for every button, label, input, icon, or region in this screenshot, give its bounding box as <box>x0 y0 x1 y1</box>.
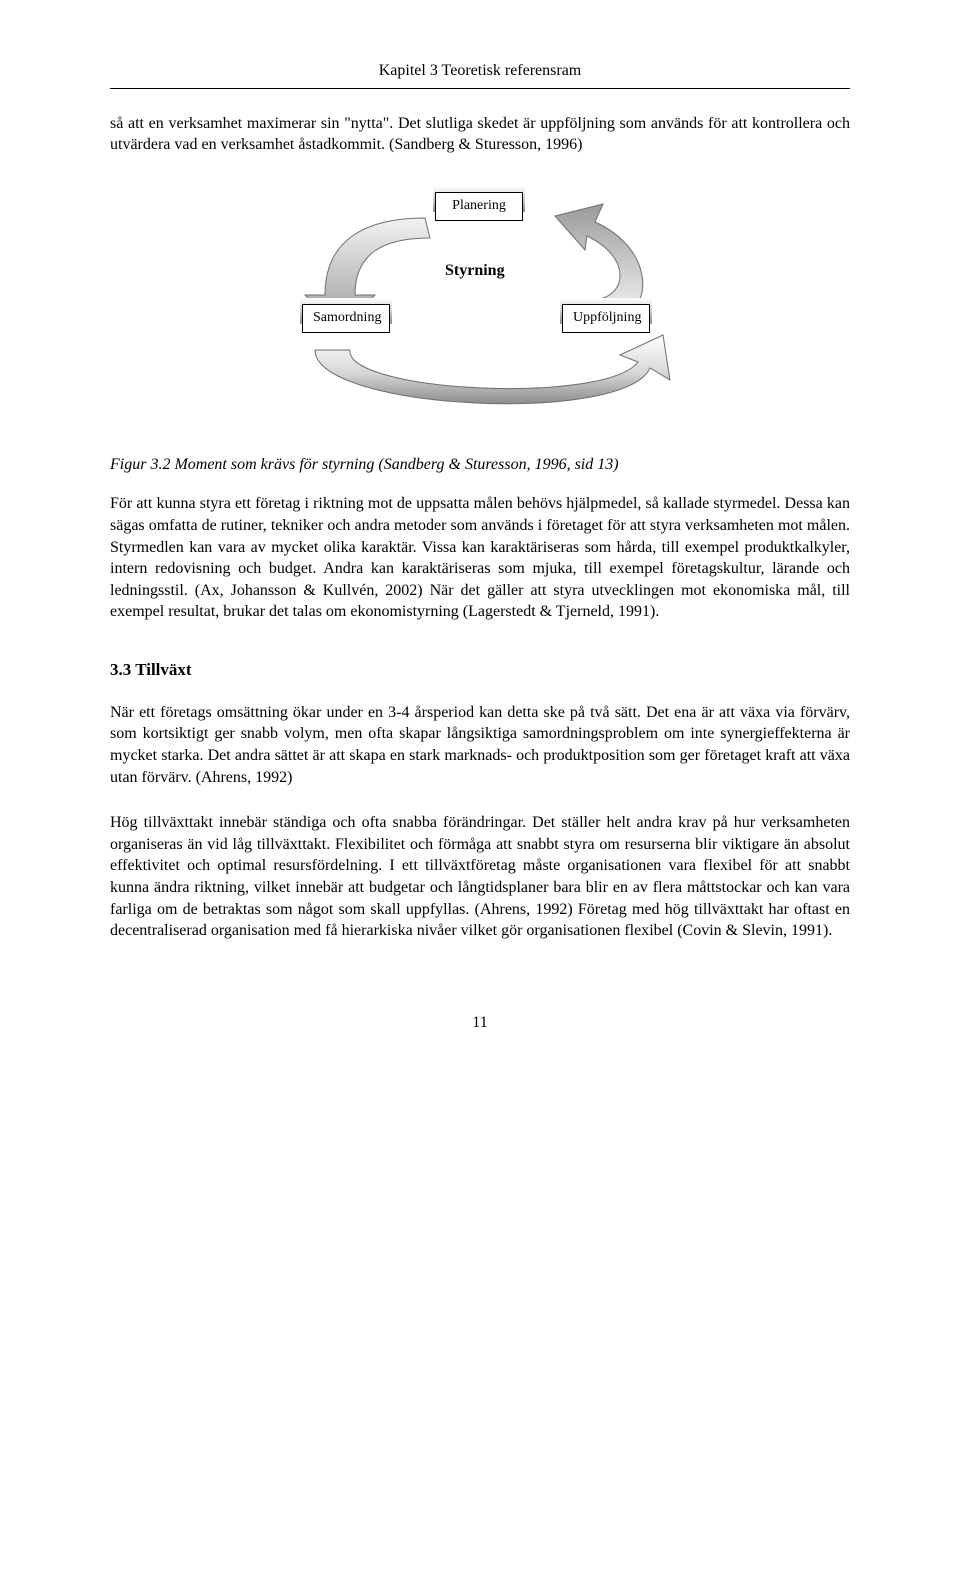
section3-para2: Hög tillväxttakt innebär ständiga och of… <box>110 812 850 942</box>
figure-caption: Figur 3.2 Moment som krävs för styrning … <box>110 454 850 476</box>
node-uppfoljning: Uppföljning <box>562 304 650 333</box>
chapter-header: Kapitel 3 Teoretisk referensram <box>110 60 850 82</box>
node-samordning: Samordning <box>302 304 390 333</box>
section3-para1: När ett företags omsättning ökar under e… <box>110 702 850 788</box>
node-styrning-center: Styrning <box>445 260 505 282</box>
page-number: 11 <box>110 1012 850 1034</box>
styrning-cycle-diagram: Planering Samordning Uppföljning Styrnin… <box>255 180 705 430</box>
section-heading-tillvaxt: 3.3 Tillväxt <box>110 659 850 682</box>
paragraph-after-figure: För att kunna styra ett företag i riktni… <box>110 493 850 623</box>
node-planering: Planering <box>435 192 523 221</box>
header-rule <box>110 88 850 89</box>
intro-paragraph: så att en verksamhet maximerar sin "nytt… <box>110 113 850 156</box>
arrow-bottom-icon <box>315 335 670 404</box>
